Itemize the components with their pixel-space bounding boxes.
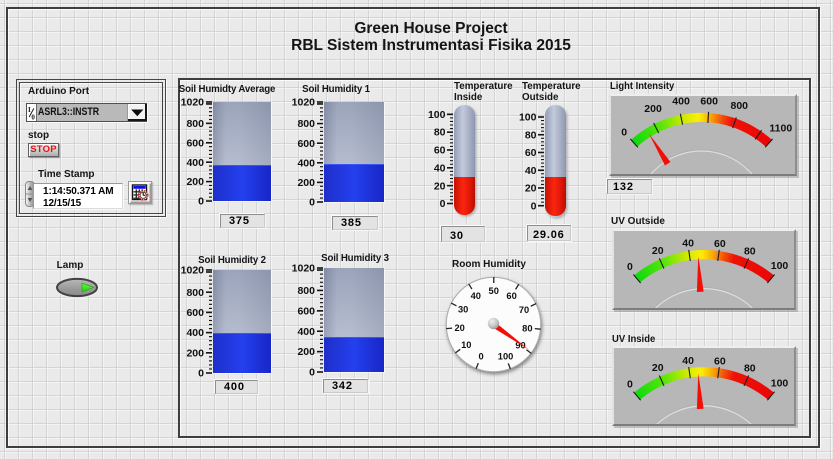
svg-text:100: 100 — [771, 260, 789, 272]
svg-text:20: 20 — [652, 362, 664, 374]
svg-text:30: 30 — [458, 305, 468, 315]
svg-text:600: 600 — [186, 137, 204, 149]
svg-text:90: 90 — [515, 341, 525, 351]
svg-text:0: 0 — [31, 114, 35, 122]
svg-text:100: 100 — [771, 377, 789, 389]
svg-text:60: 60 — [714, 238, 726, 250]
svg-text:I: I — [28, 106, 31, 114]
svg-text:200: 200 — [297, 177, 315, 189]
svg-text:1100: 1100 — [769, 123, 792, 135]
svg-text:40: 40 — [682, 355, 694, 367]
svg-text:800: 800 — [731, 100, 749, 112]
svg-text:40: 40 — [434, 162, 446, 174]
svg-text:800: 800 — [186, 118, 204, 130]
svg-text:40: 40 — [525, 165, 537, 177]
svg-text:0: 0 — [531, 200, 537, 212]
svg-text:100: 100 — [498, 352, 514, 362]
svg-text:200: 200 — [297, 346, 315, 358]
svg-text:20: 20 — [434, 180, 446, 192]
svg-text:400: 400 — [672, 95, 690, 107]
svg-text:1020: 1020 — [181, 265, 205, 277]
svg-text:0: 0 — [627, 261, 633, 273]
svg-text:0: 0 — [309, 197, 315, 209]
svg-text:600: 600 — [297, 138, 315, 150]
svg-text:400: 400 — [297, 326, 315, 338]
svg-text:400: 400 — [297, 157, 315, 169]
svg-text:20: 20 — [652, 245, 664, 257]
svg-text:20: 20 — [454, 323, 464, 333]
svg-text:100: 100 — [428, 109, 446, 121]
svg-text:600: 600 — [700, 95, 718, 107]
svg-text:60: 60 — [506, 291, 516, 301]
svg-text:80: 80 — [744, 245, 756, 257]
svg-text:0: 0 — [309, 367, 315, 379]
svg-text:1020: 1020 — [292, 97, 316, 109]
svg-text:80: 80 — [744, 362, 756, 374]
svg-text:20: 20 — [525, 183, 537, 195]
svg-text:0: 0 — [198, 196, 204, 208]
svg-text:0: 0 — [198, 368, 204, 380]
svg-text:80: 80 — [522, 323, 532, 333]
svg-text:400: 400 — [186, 157, 204, 169]
svg-text:60: 60 — [714, 355, 726, 367]
svg-text:400: 400 — [186, 327, 204, 339]
svg-text:800: 800 — [297, 118, 315, 130]
svg-text:200: 200 — [644, 103, 662, 115]
svg-text:70: 70 — [519, 305, 529, 315]
svg-text:0: 0 — [621, 127, 627, 139]
svg-text:0: 0 — [440, 198, 446, 210]
svg-text:800: 800 — [186, 287, 204, 299]
svg-text:80: 80 — [525, 129, 537, 141]
svg-text:600: 600 — [186, 307, 204, 319]
svg-text:1020: 1020 — [181, 97, 205, 109]
svg-text:0: 0 — [478, 352, 483, 362]
svg-text:10: 10 — [461, 340, 471, 350]
svg-text:100: 100 — [519, 112, 537, 124]
svg-text:600: 600 — [297, 305, 315, 317]
svg-text:800: 800 — [297, 285, 315, 297]
svg-text:50: 50 — [489, 286, 499, 296]
svg-text:0: 0 — [627, 378, 633, 390]
svg-text:80: 80 — [434, 127, 446, 139]
svg-text:40: 40 — [471, 291, 481, 301]
svg-text:60: 60 — [525, 147, 537, 159]
svg-text:60: 60 — [434, 145, 446, 157]
svg-text:40: 40 — [682, 238, 694, 250]
svg-text:200: 200 — [186, 176, 204, 188]
svg-text:1020: 1020 — [292, 263, 316, 275]
svg-text:200: 200 — [186, 347, 204, 359]
